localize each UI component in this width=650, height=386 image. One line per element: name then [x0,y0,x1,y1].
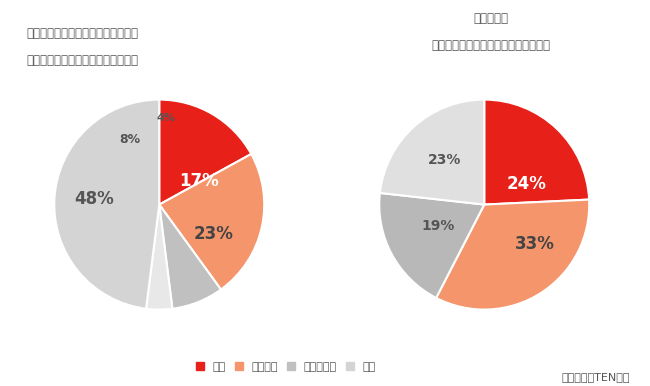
Text: 19%: 19% [421,218,455,233]
Wedge shape [146,205,172,310]
Wedge shape [484,100,589,205]
Wedge shape [380,100,484,205]
Text: クリニックTEN調べ: クリニックTEN調べ [562,372,630,382]
Text: 4%: 4% [156,113,175,124]
Text: その不安は: その不安は [473,12,508,25]
Wedge shape [159,154,265,290]
Text: フリーランスで働くことに対して、: フリーランスで働くことに対して、 [26,27,138,40]
Text: 33%: 33% [515,235,554,254]
Wedge shape [159,100,252,205]
Text: コロナ禍によって強くなりましたか？: コロナ禍によって強くなりましたか？ [431,39,551,52]
Text: 24%: 24% [506,174,546,193]
Text: 17%: 17% [179,173,219,190]
Wedge shape [436,200,590,310]
Text: 23%: 23% [194,225,234,243]
Wedge shape [159,205,221,309]
Text: 48%: 48% [74,190,114,208]
Legend: ある, ややある, あまりない, ない: ある, ややある, あまりない, ない [192,358,380,377]
Wedge shape [379,193,484,298]
Wedge shape [54,100,159,309]
Text: 23%: 23% [428,154,461,168]
Text: 精神や身体への不安がありますか？: 精神や身体への不安がありますか？ [26,54,138,67]
Text: 8%: 8% [120,133,140,146]
